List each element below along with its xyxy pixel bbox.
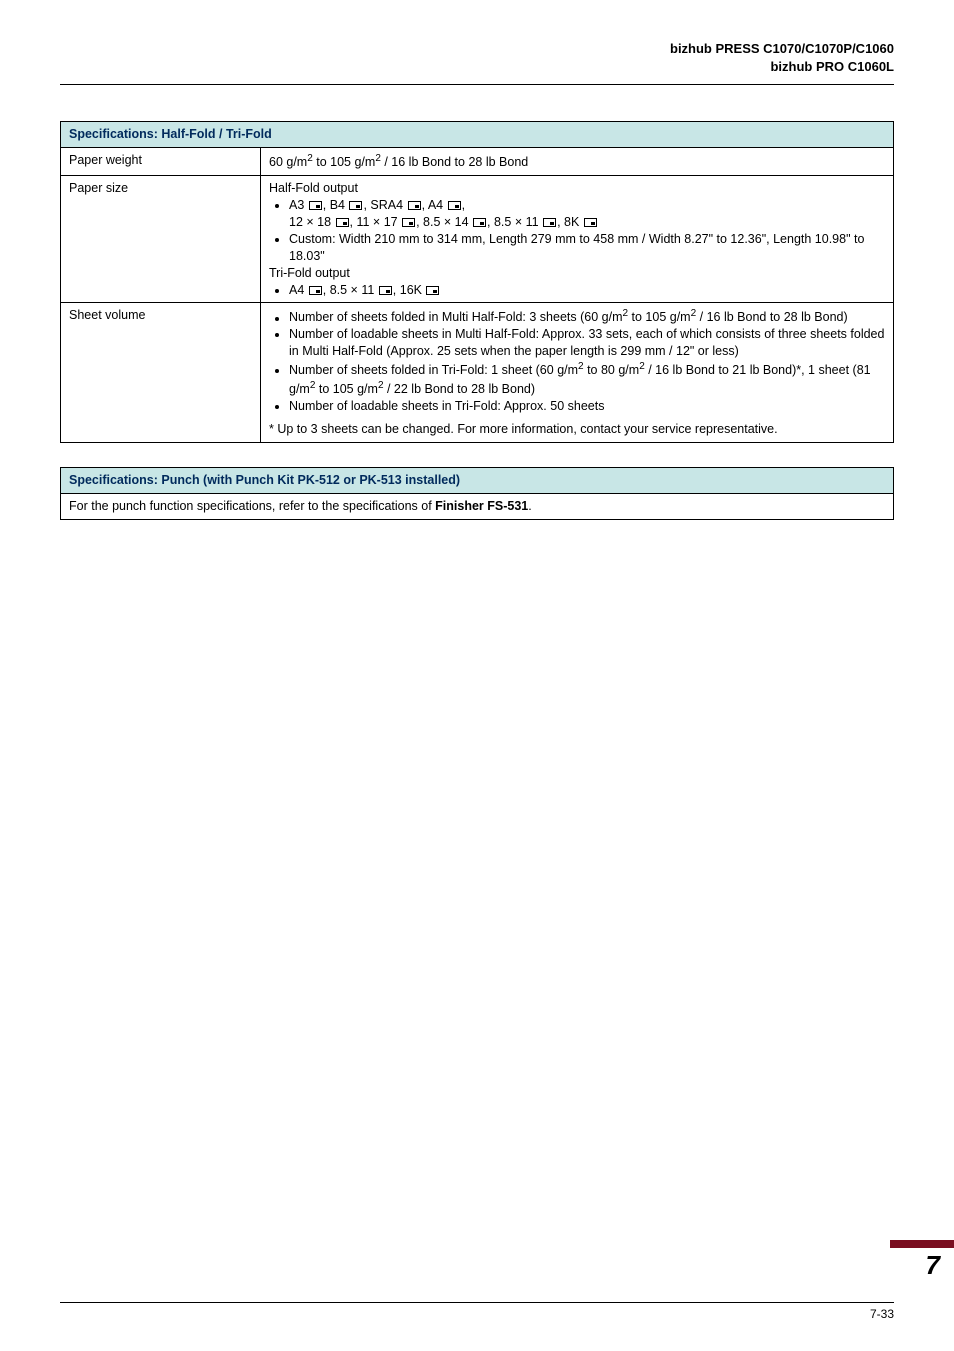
punch-body-suffix: . — [528, 499, 531, 513]
punch-body: For the punch function specifications, r… — [61, 493, 894, 519]
landscape-icon — [309, 286, 322, 295]
table-row: For the punch function specifications, r… — [61, 493, 894, 519]
punch-title: Specifications: Punch (with Punch Kit PK… — [61, 468, 894, 494]
landscape-icon — [543, 218, 556, 227]
sheet-volume-footnote: * Up to 3 sheets can be changed. For mor… — [269, 421, 885, 438]
paper-size-value: Half-Fold output A3 , B4 , SRA4 , A4 , 1… — [261, 176, 894, 303]
landscape-icon — [426, 286, 439, 295]
paper-weight-label: Paper weight — [61, 148, 261, 176]
landscape-icon — [402, 218, 415, 227]
paper-size-label: Paper size — [61, 176, 261, 303]
landscape-icon — [309, 201, 322, 210]
punch-spec-table: Specifications: Punch (with Punch Kit PK… — [60, 467, 894, 520]
punch-body-bold: Finisher FS-531 — [435, 499, 528, 513]
chapter-number: 7 — [890, 1250, 954, 1281]
paper-weight-value: 60 g/m2 to 105 g/m2 / 16 lb Bond to 28 l… — [261, 148, 894, 176]
list-item: Number of sheets folded in Tri-Fold: 1 s… — [289, 360, 885, 398]
tri-fold-size-list: A4 , 8.5 × 11 , 16K — [269, 282, 885, 299]
landscape-icon — [379, 286, 392, 295]
half-fold-title: Specifications: Half-Fold / Tri-Fold — [61, 122, 894, 148]
list-item: Number of loadable sheets in Multi Half-… — [289, 326, 885, 360]
table-row: Paper weight 60 g/m2 to 105 g/m2 / 16 lb… — [61, 148, 894, 176]
page-number: 7-33 — [870, 1307, 894, 1321]
list-item: Number of loadable sheets in Tri-Fold: A… — [289, 398, 885, 415]
table-row: Sheet volume Number of sheets folded in … — [61, 303, 894, 443]
chapter-bar — [890, 1240, 954, 1248]
half-fold-spec-table: Specifications: Half-Fold / Tri-Fold Pap… — [60, 121, 894, 443]
sheet-volume-label: Sheet volume — [61, 303, 261, 443]
header-line-1: bizhub PRESS C1070/C1070P/C1060 — [60, 40, 894, 58]
sheet-volume-list: Number of sheets folded in Multi Half-Fo… — [269, 307, 885, 415]
punch-body-prefix: For the punch function specifications, r… — [69, 499, 435, 513]
landscape-icon — [584, 218, 597, 227]
landscape-icon — [408, 201, 421, 210]
landscape-icon — [473, 218, 486, 227]
tri-fold-output-heading: Tri-Fold output — [269, 265, 885, 282]
table-header-row: Specifications: Half-Fold / Tri-Fold — [61, 122, 894, 148]
list-item: Number of sheets folded in Multi Half-Fo… — [289, 307, 885, 326]
list-item: A3 , B4 , SRA4 , A4 , 12 × 18 , 11 × 17 … — [289, 197, 885, 231]
header-rule — [60, 84, 894, 85]
half-fold-output-heading: Half-Fold output — [269, 180, 885, 197]
chapter-tab: 7 — [890, 1240, 954, 1281]
landscape-icon — [336, 218, 349, 227]
list-item: A4 , 8.5 × 11 , 16K — [289, 282, 885, 299]
page: bizhub PRESS C1070/C1070P/C1060 bizhub P… — [0, 0, 954, 1351]
sheet-volume-value: Number of sheets folded in Multi Half-Fo… — [261, 303, 894, 443]
page-footer: 7-33 — [60, 1302, 894, 1321]
landscape-icon — [448, 201, 461, 210]
page-header: bizhub PRESS C1070/C1070P/C1060 bizhub P… — [60, 40, 894, 84]
list-item: Custom: Width 210 mm to 314 mm, Length 2… — [289, 231, 885, 265]
landscape-icon — [349, 201, 362, 210]
half-fold-size-list: A3 , B4 , SRA4 , A4 , 12 × 18 , 11 × 17 … — [269, 197, 885, 265]
table-header-row: Specifications: Punch (with Punch Kit PK… — [61, 468, 894, 494]
header-line-2: bizhub PRO C1060L — [60, 58, 894, 76]
table-row: Paper size Half-Fold output A3 , B4 , SR… — [61, 176, 894, 303]
